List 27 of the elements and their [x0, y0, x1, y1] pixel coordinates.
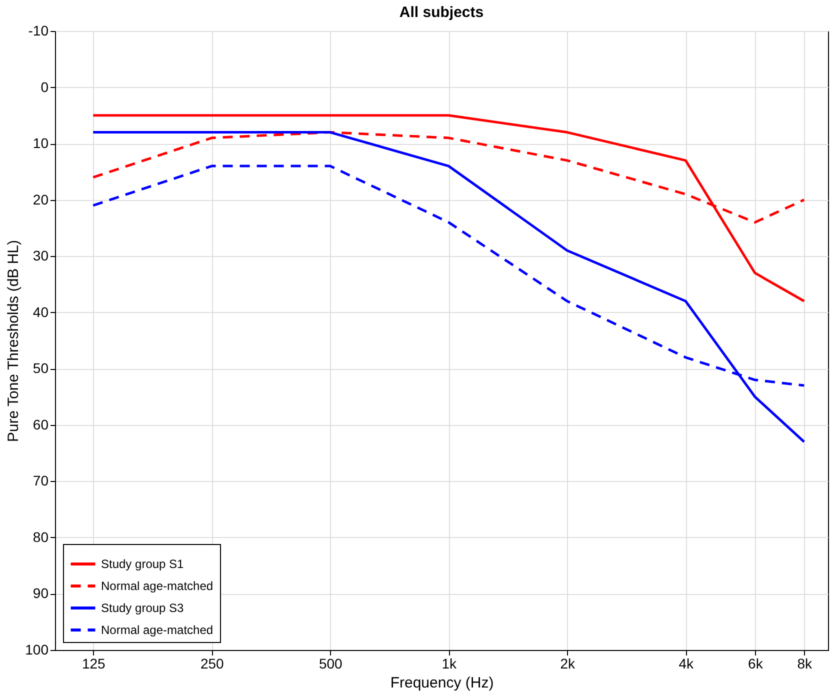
y-tick-label: 50 — [32, 360, 49, 376]
x-tick-label: 500 — [318, 656, 343, 672]
legend-label: Normal age-matched — [101, 623, 214, 637]
x-tick-label: 125 — [82, 656, 106, 672]
x-tick-label: 2k — [560, 656, 576, 672]
x-tick-label: 1k — [442, 656, 458, 672]
x-tick-label: 8k — [797, 656, 813, 672]
y-tick-label: 70 — [32, 472, 49, 489]
x-axis-title: Frequency (Hz) — [390, 674, 494, 692]
y-axis-title: Pure Tone Thresholds (dB HL) — [5, 240, 22, 442]
y-tick-label: 90 — [32, 585, 49, 602]
y-tick-label: 60 — [32, 416, 49, 432]
y-tick-label: 80 — [32, 528, 49, 545]
x-tick-label: 6k — [748, 656, 764, 672]
y-tick-label: -10 — [28, 22, 49, 38]
y-tick-label: 0 — [40, 78, 49, 95]
y-tick-label: 20 — [32, 191, 49, 208]
legend-label: Study group S3 — [101, 601, 184, 615]
legend-label: Normal age-matched — [101, 579, 214, 593]
y-tick-label: 100 — [25, 642, 49, 658]
y-tick-label: 30 — [32, 248, 49, 264]
x-tick-label: 250 — [200, 656, 224, 672]
y-tick-label: 10 — [32, 135, 49, 152]
legend-label: Study group S1 — [101, 557, 184, 571]
y-tick-label: 40 — [32, 304, 49, 320]
x-tick-label: 4k — [678, 656, 694, 672]
chart-title: All subjects — [399, 4, 484, 21]
